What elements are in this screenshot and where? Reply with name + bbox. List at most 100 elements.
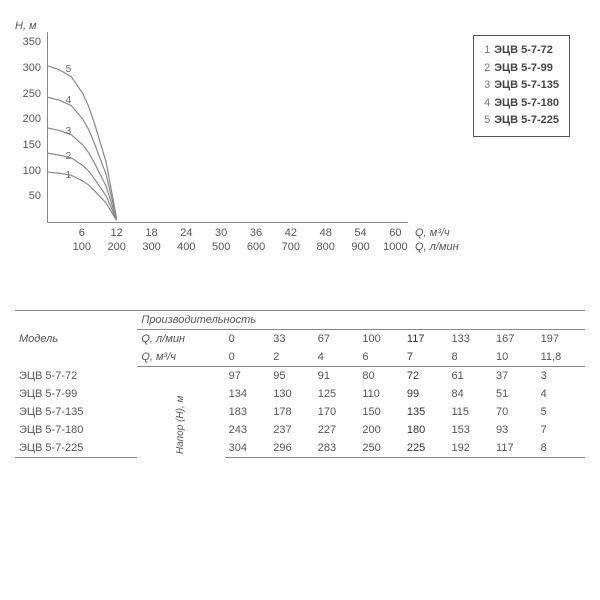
table-body: МодельПроизводительностьQ, л/мин03367100… [15, 311, 585, 458]
y-tick: 200 [23, 113, 41, 125]
head-value: 125 [314, 385, 359, 403]
head-value: 243 [225, 421, 270, 439]
head-value: 51 [492, 385, 537, 403]
head-value: 130 [269, 385, 314, 403]
head-value: 237 [269, 421, 314, 439]
head-value: 93 [492, 421, 537, 439]
curve-label: 2 [66, 151, 72, 162]
q-m3h-label: Q, м³/ч [137, 348, 224, 367]
y-tick: 300 [23, 62, 41, 74]
curves-svg [48, 32, 408, 222]
y-tick: 350 [23, 36, 41, 48]
head-value: 178 [269, 403, 314, 421]
q-lmin-val: 167 [492, 330, 537, 349]
legend-item: 3ЭЦВ 5-7-135 [484, 77, 559, 95]
head-value: 117 [492, 439, 537, 458]
curve-label: 4 [66, 95, 72, 106]
model-name: ЭЦВ 5-7-99 [15, 385, 137, 403]
q-m3h-val: 11,8 [537, 348, 585, 367]
q-lmin-val: 117 [403, 330, 448, 349]
x-tick: 18300 [142, 226, 160, 255]
head-value: 70 [492, 403, 537, 421]
x-tick: 12200 [107, 226, 125, 255]
x-tick: 48800 [317, 226, 335, 255]
head-value: 99 [403, 385, 448, 403]
curve-label: 5 [66, 64, 72, 75]
head-value: 97 [225, 367, 270, 386]
x-label-top: Q, м³/ч [415, 226, 459, 240]
q-lmin-val: 197 [537, 330, 585, 349]
x-tick: 6100 [73, 226, 91, 255]
legend-item: 5ЭЦВ 5-7-225 [484, 112, 559, 130]
head-value: 200 [358, 421, 403, 439]
x-tick: 54900 [351, 226, 369, 255]
x-tick: 24400 [177, 226, 195, 255]
head-value: 110 [358, 385, 403, 403]
q-lmin-val: 67 [314, 330, 359, 349]
head-value: 183 [225, 403, 270, 421]
pump-curve-chart: H, м 50 100 150 200 250 300 350 1 2 3 4 5 6100 1220… [15, 20, 585, 290]
head-value: 4 [537, 385, 585, 403]
model-name: ЭЦВ 5-7-225 [15, 439, 137, 458]
head-value: 135 [403, 403, 448, 421]
y-tick: 100 [23, 165, 41, 177]
curve-label: 1 [66, 170, 72, 181]
q-m3h-val: 8 [447, 348, 492, 367]
head-value: 72 [403, 367, 448, 386]
q-lmin-val: 100 [358, 330, 403, 349]
x-tick: 36600 [247, 226, 265, 255]
q-m3h-val: 4 [314, 348, 359, 367]
q-lmin-label: Q, л/мин [137, 330, 224, 349]
head-value: 61 [447, 367, 492, 386]
head-value: 192 [447, 439, 492, 458]
model-name: ЭЦВ 5-7-135 [15, 403, 137, 421]
head-value: 80 [358, 367, 403, 386]
x-axis-labels: Q, м³/ч Q, л/мин [415, 226, 459, 255]
x-label-bot: Q, л/мин [415, 240, 459, 254]
q-m3h-val: 0 [225, 348, 270, 367]
head-value: 115 [447, 403, 492, 421]
curve-label: 3 [66, 126, 72, 137]
head-value: 37 [492, 367, 537, 386]
y-tick: 150 [23, 139, 41, 151]
head-value: 7 [537, 421, 585, 439]
q-m3h-val: 7 [403, 348, 448, 367]
performance-table: МодельПроизводительностьQ, л/мин03367100… [15, 310, 585, 458]
q-lmin-val: 33 [269, 330, 314, 349]
model-name: ЭЦВ 5-7-72 [15, 367, 137, 386]
head-value: 84 [447, 385, 492, 403]
perf-header: Производительность [137, 311, 585, 330]
head-value: 150 [358, 403, 403, 421]
plot-area: 1 2 3 4 5 [47, 32, 408, 223]
head-value: 5 [537, 403, 585, 421]
q-lmin-val: 0 [225, 330, 270, 349]
head-value: 8 [537, 439, 585, 458]
head-value: 227 [314, 421, 359, 439]
head-value: 3 [537, 367, 585, 386]
legend-item: 2ЭЦВ 5-7-99 [484, 60, 559, 78]
q-m3h-val: 10 [492, 348, 537, 367]
y-axis-label: H, м [15, 20, 37, 32]
model-name: ЭЦВ 5-7-180 [15, 421, 137, 439]
x-tick: 30500 [212, 226, 230, 255]
q-lmin-val: 133 [447, 330, 492, 349]
legend-box: 1ЭЦВ 5-7-722ЭЦВ 5-7-993ЭЦВ 5-7-1354ЭЦВ 5… [473, 35, 570, 137]
head-axis-label: Напор (H), м [137, 367, 224, 458]
y-axis-ticks: 50 100 150 200 250 300 350 [15, 32, 45, 222]
head-value: 250 [358, 439, 403, 458]
head-value: 225 [403, 439, 448, 458]
head-value: 170 [314, 403, 359, 421]
head-value: 180 [403, 421, 448, 439]
head-value: 134 [225, 385, 270, 403]
head-value: 153 [447, 421, 492, 439]
legend-item: 4ЭЦВ 5-7-180 [484, 95, 559, 113]
y-tick: 50 [29, 190, 41, 202]
q-m3h-val: 2 [269, 348, 314, 367]
y-tick: 250 [23, 88, 41, 100]
x-tick: 601000 [383, 226, 407, 255]
x-tick: 42700 [282, 226, 300, 255]
head-value: 283 [314, 439, 359, 458]
q-m3h-val: 6 [358, 348, 403, 367]
head-value: 296 [269, 439, 314, 458]
curve-4 [48, 97, 117, 218]
